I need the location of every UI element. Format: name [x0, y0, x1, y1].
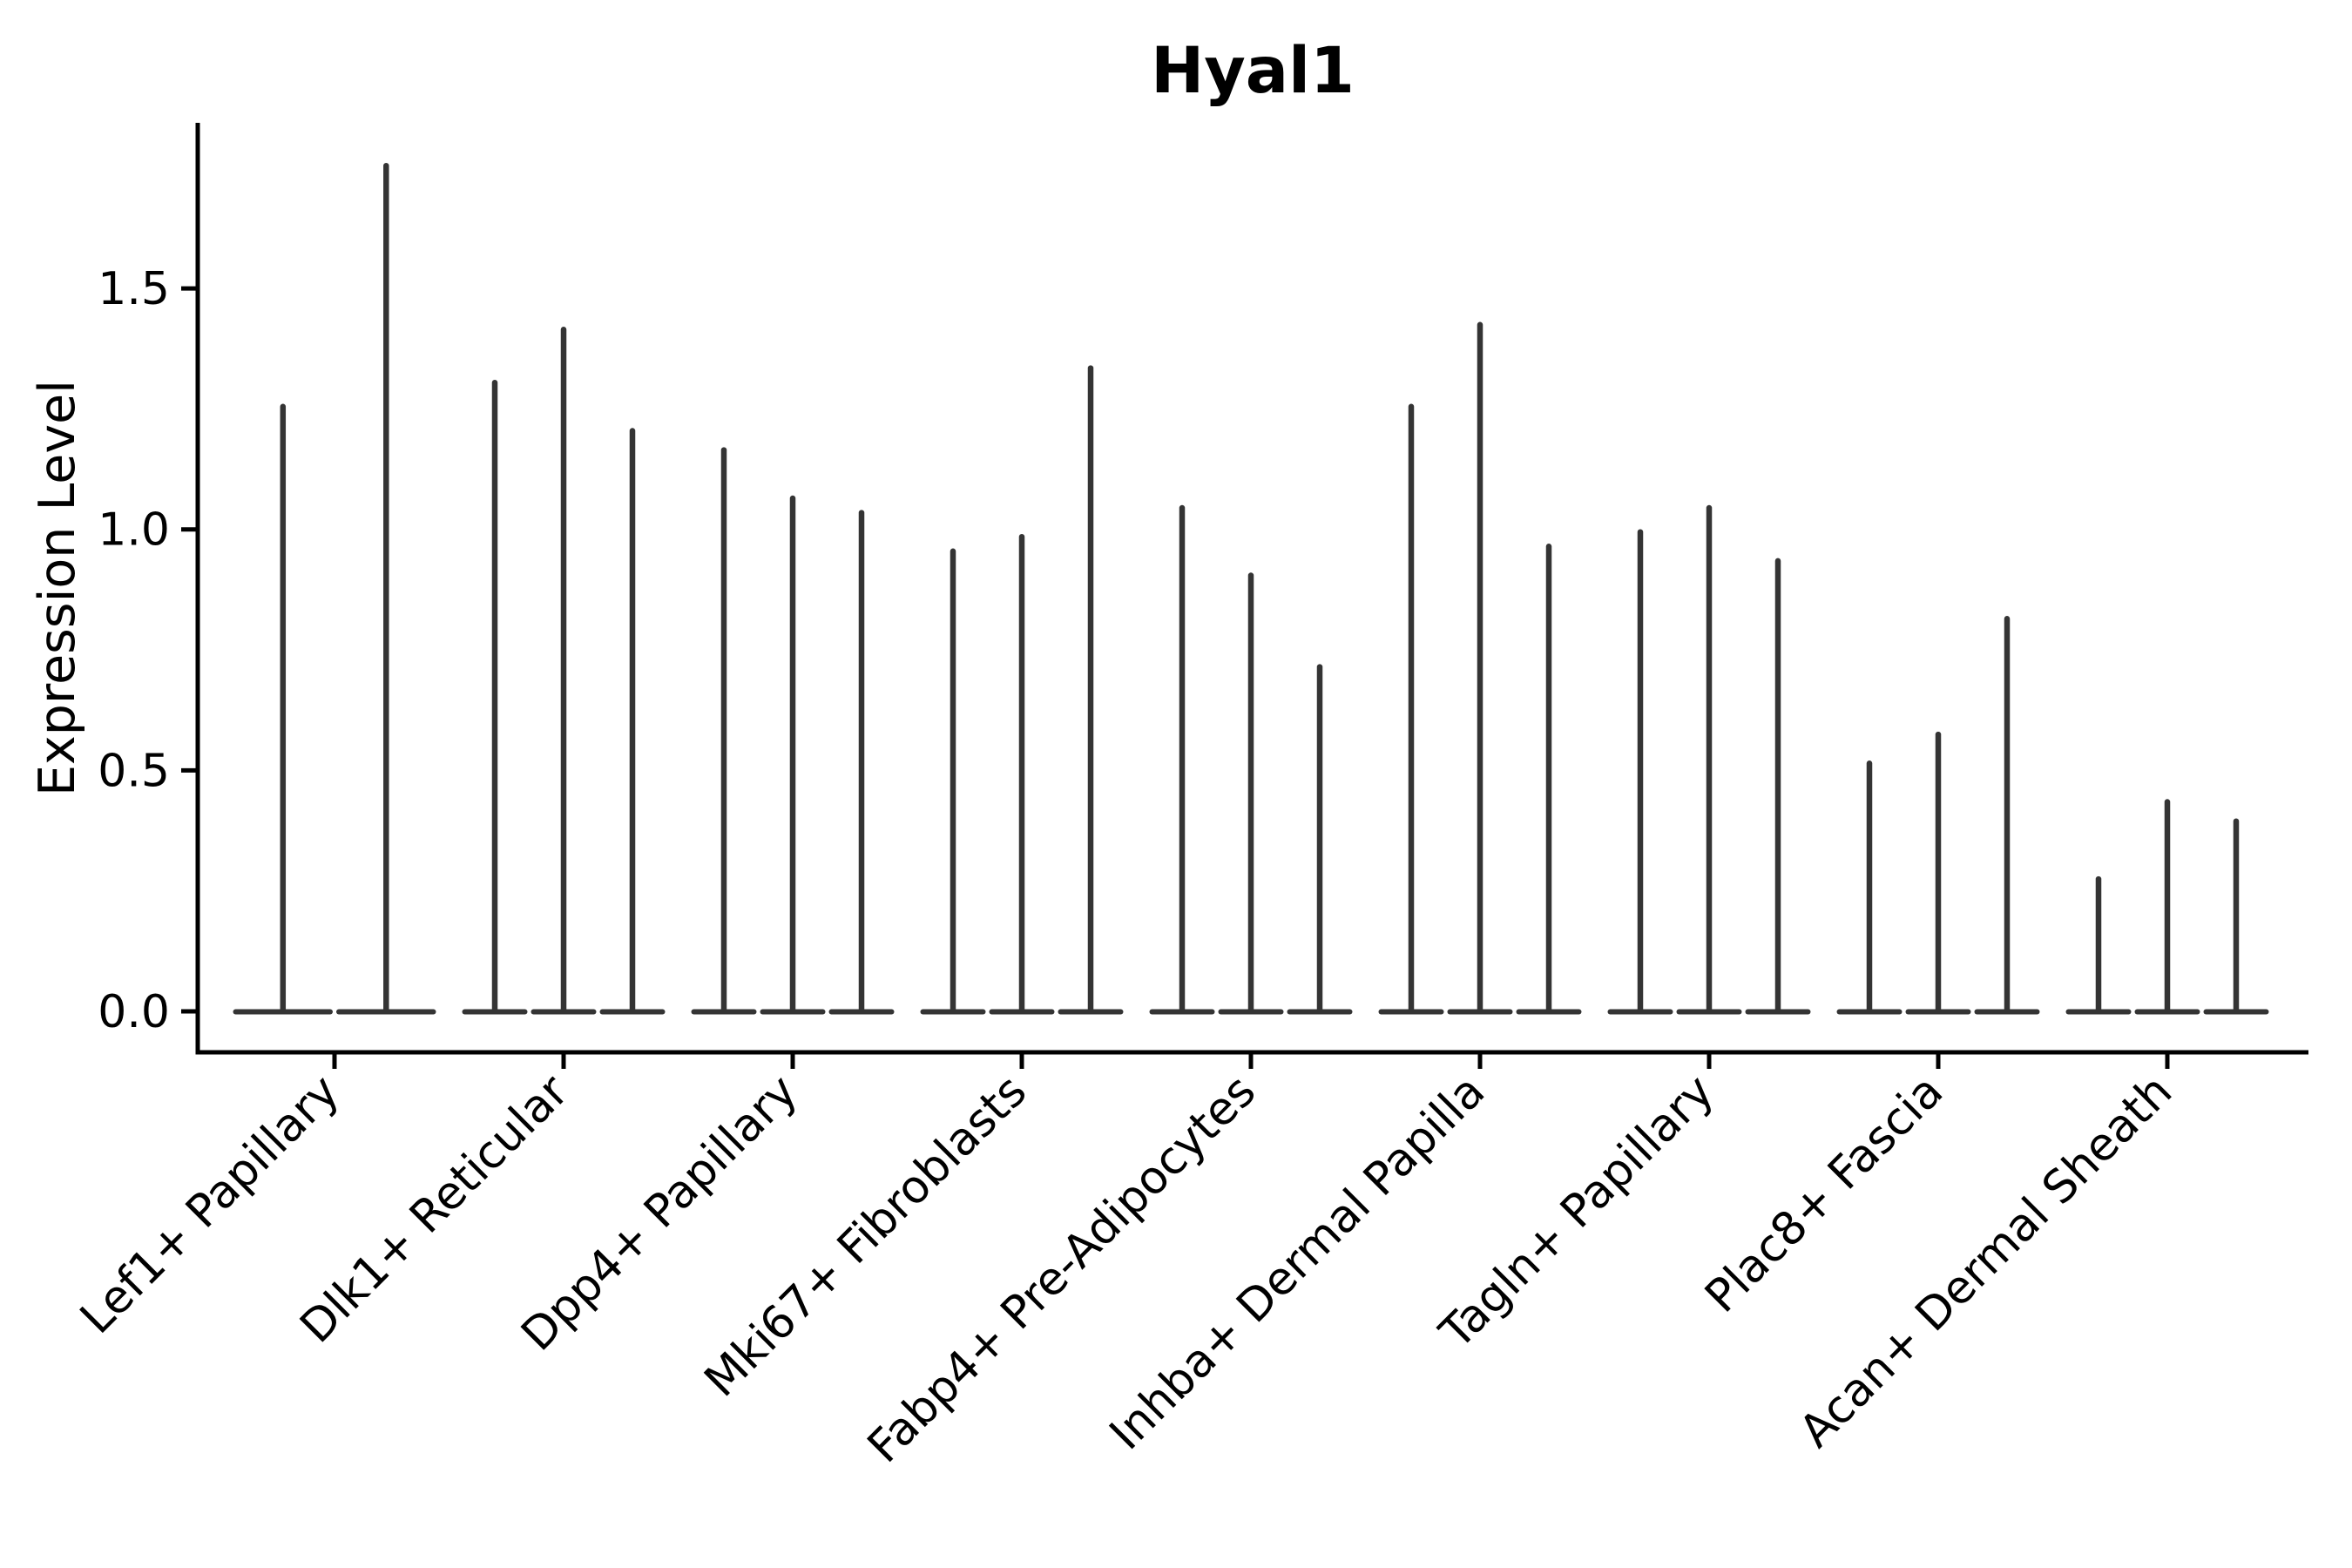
- x-tick-label: Plac8+ Fascia: [1695, 1065, 1953, 1323]
- y-axis-label: Expression Level: [29, 380, 86, 796]
- y-tick-label: 0.5: [98, 745, 170, 797]
- x-tick-label: Inhba+ Dermal Papilla: [1100, 1065, 1495, 1460]
- y-tick-label: 1.5: [98, 263, 170, 315]
- y-tick-label: 0.0: [98, 986, 170, 1038]
- chart-title: Hyal1: [1151, 34, 1355, 108]
- x-tick-label: Fabp4+ Pre-Adipocytes: [858, 1065, 1266, 1473]
- violins-layer: [233, 162, 2269, 1015]
- y-tick-label: 1.0: [98, 504, 170, 557]
- x-tick-label: Acan+ Dermal Sheath: [1790, 1065, 2183, 1458]
